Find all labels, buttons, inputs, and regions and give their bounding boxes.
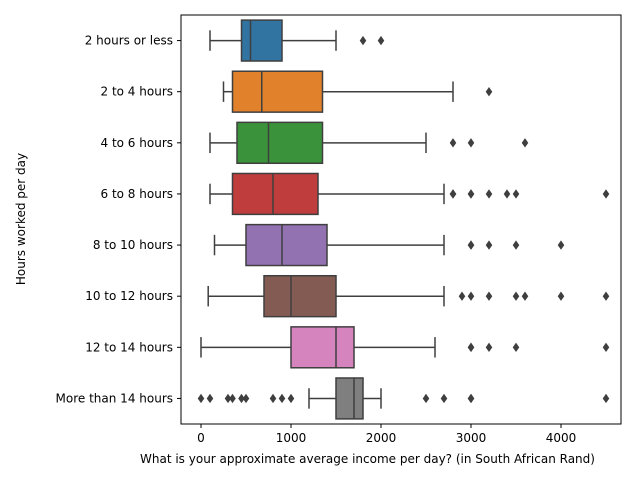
boxes-layer [197,19,610,420]
outlier-point [238,393,245,404]
outlier-point [602,189,610,199]
outlier-point [467,138,475,148]
outlier-point [377,35,385,46]
y-tick-label: 2 to 4 hours [101,85,174,99]
outlier-point [269,393,277,404]
box-rect [245,223,328,267]
outlier-point [467,342,475,353]
x-tick-label: 1000 [276,431,307,445]
x-tick-label: 3000 [456,431,487,445]
outlier-point [440,393,448,404]
box-group [209,121,529,165]
outlier-point [521,138,529,148]
x-axis-label: What is your approximate average income … [140,452,595,466]
outlier-point [521,291,529,301]
box-rect [290,326,355,369]
outlier-point [512,342,520,353]
outlier-point [449,138,457,148]
outlier-point [467,240,475,250]
outlier-point [197,393,205,404]
outlier-point [512,189,520,199]
outlier-point [512,291,520,301]
outlier-point [449,189,457,199]
outlier-point [458,291,466,301]
y-tick-label: 12 to 14 hours [85,340,173,354]
outlier-point [512,240,520,250]
outlier-point [557,240,565,250]
outlier-point [467,189,475,199]
box-group [222,70,493,113]
outlier-point [485,240,493,250]
outlier-point [557,291,565,301]
y-tick-label: More than 14 hours [56,391,173,405]
outlier-point [422,393,430,404]
box-rect [236,121,324,165]
box-rect [240,19,283,62]
y-tick-label: 4 to 6 hours [101,136,174,150]
outlier-point [485,342,493,353]
y-tick-label: 10 to 12 hours [85,289,173,303]
x-tick-label: 4000 [546,431,577,445]
outlier-point [602,393,610,404]
outlier-point [503,189,511,199]
y-tick-label: 6 to 8 hours [101,187,174,201]
box-group [207,274,610,318]
box-rect [231,172,319,216]
outlier-point [229,393,236,404]
box-group [200,326,610,369]
y-tick-label: 8 to 10 hours [93,238,173,252]
outlier-point [224,393,232,404]
x-axis: 0 1000 2000 3000 4000 [197,424,576,445]
y-axis-label: Hours worked per day [14,153,28,285]
box-rect [335,377,364,420]
outlier-point [602,291,610,301]
outlier-point [278,393,286,404]
box-rect [231,70,324,113]
plot-area-frame [180,14,622,425]
y-tick-label: 2 hours or less [85,34,173,48]
outlier-point [467,291,475,301]
outlier-point [485,291,493,301]
box-rect [263,274,337,318]
outlier-point [359,35,367,46]
x-tick-label: 0 [197,431,205,445]
outlier-point [485,189,493,199]
outlier-point [467,393,475,404]
box-group [197,377,610,420]
box-group [209,19,385,62]
outlier-point [485,86,493,97]
outlier-point [242,393,250,404]
outlier-point [206,393,214,404]
y-axis: 2 hours or less 2 to 4 hours 4 to 6 hours 6… [56,34,181,405]
box-group [213,223,565,267]
box-group [209,172,610,216]
x-tick-label: 2000 [366,431,397,445]
outlier-point [287,393,295,404]
outlier-point [602,342,610,353]
